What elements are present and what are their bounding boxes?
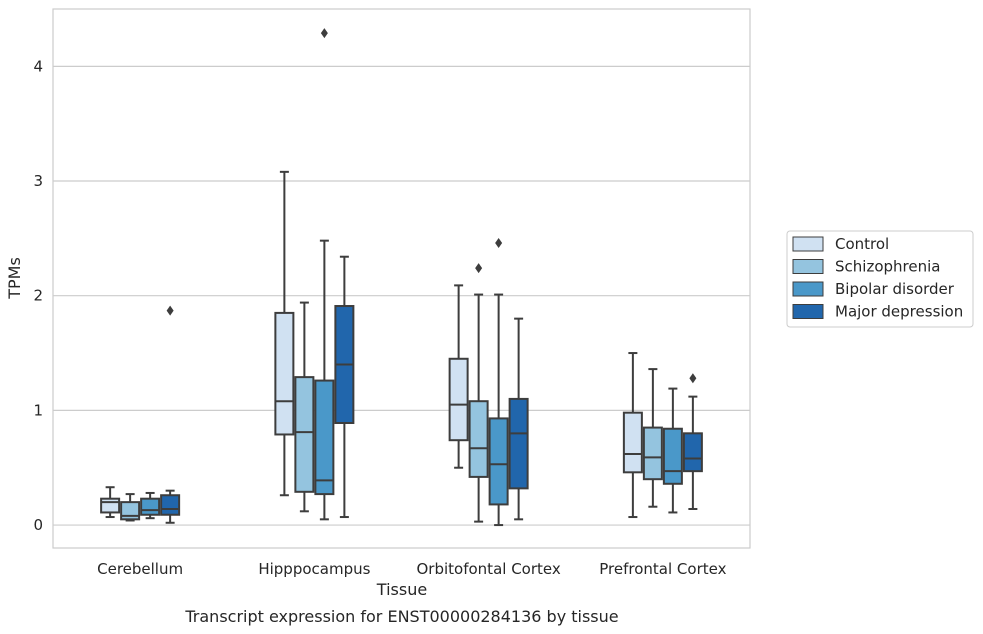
legend-label: Schizophrenia [835, 258, 940, 276]
box-major-depression [508, 317, 529, 521]
box-control [622, 352, 643, 519]
box-bipolar-disorder [662, 387, 683, 514]
box-iqr [508, 397, 529, 490]
box-schizophrenia [468, 263, 489, 523]
legend-swatch [792, 281, 824, 297]
box-iqr [294, 376, 315, 493]
y-tick-label: 2 [33, 287, 43, 305]
x-tick-label: Orbitofontal Cortex [417, 560, 561, 578]
box-iqr [662, 427, 683, 485]
x-axis-label: Tissue [376, 580, 427, 599]
box-iqr [274, 311, 295, 436]
legend-label: Control [835, 235, 889, 253]
legend-frame [786, 230, 974, 328]
box-iqr [140, 497, 161, 516]
y-axis-label: TPMs [5, 257, 24, 300]
legend-swatch [792, 236, 824, 252]
legend-label: Major depression [835, 303, 963, 321]
box-iqr [682, 432, 703, 473]
outlier-point [475, 263, 483, 274]
chart-caption: Transcript expression for ENST0000028413… [184, 607, 618, 626]
box-iqr [160, 494, 181, 516]
box-bipolar-disorder [488, 237, 509, 527]
box-iqr [448, 357, 469, 442]
box-iqr [100, 497, 121, 514]
box-iqr [642, 426, 663, 481]
outlier-point [689, 373, 697, 384]
legend-label: Bipolar disorder [835, 280, 955, 298]
box-schizophrenia [120, 493, 141, 522]
box-bipolar-disorder [140, 491, 161, 520]
box-groups [100, 28, 703, 527]
box-control [274, 170, 295, 497]
y-tick-labels: 0 1 2 3 4 [33, 57, 43, 534]
x-tick-label: Hipppocampus [258, 560, 370, 578]
outlier-point [320, 28, 328, 39]
x-tick-labels: Cerebellum Hipppocampus Orbitofontal Corte… [97, 560, 726, 578]
legend-swatch [792, 304, 824, 319]
box-schizophrenia [642, 368, 663, 508]
y-tick-label: 3 [33, 172, 43, 190]
box-iqr [488, 417, 509, 506]
box-iqr [468, 400, 489, 478]
box-schizophrenia [294, 301, 315, 513]
y-tick-label: 4 [33, 57, 43, 75]
box-control [448, 284, 469, 469]
x-tick-label: Prefrontal Cortex [599, 560, 726, 578]
outlier-point [495, 237, 503, 248]
box-iqr [622, 411, 643, 474]
legend-swatch [792, 259, 824, 274]
box-major-depression [160, 305, 181, 524]
y-tick-label: 0 [33, 516, 43, 534]
box-bipolar-disorder [314, 28, 335, 521]
outlier-point [166, 305, 174, 316]
box-major-depression [682, 373, 703, 511]
box-major-depression [334, 255, 355, 519]
box-iqr [314, 379, 335, 496]
x-tick-label: Cerebellum [97, 560, 183, 578]
legend: Control Schizophrenia Bipolar disorder Majo… [786, 230, 974, 328]
y-tick-label: 1 [33, 401, 43, 419]
box-control [100, 486, 121, 519]
